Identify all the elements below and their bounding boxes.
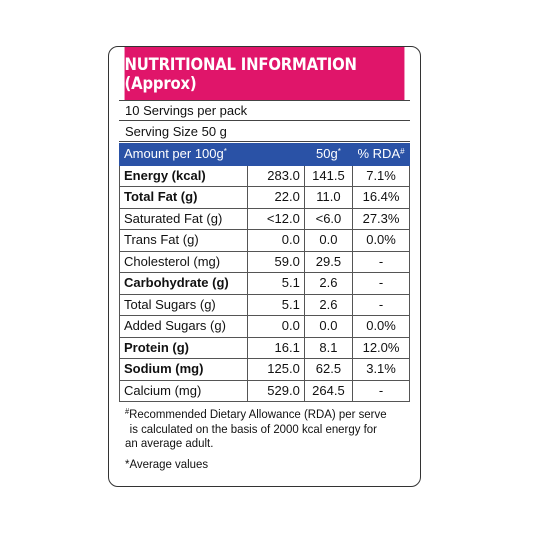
value-per-100g: 59.0: [246, 250, 305, 273]
nutrient-name: Energy (kcal): [119, 164, 248, 187]
table-row: Energy (kcal) 283.0 141.5 7.1%: [119, 164, 410, 187]
value-per-50g: 11.0: [303, 186, 354, 209]
value-per-100g: 0.0: [246, 229, 305, 252]
value-rda: -: [352, 250, 410, 273]
nutrient-name: Cholesterol (mg): [119, 250, 248, 273]
value-rda: -: [352, 272, 410, 295]
nutrient-name: Carbohydrate (g): [119, 272, 248, 295]
rda-footnote: #Recommended Dietary Allowance (RDA) per…: [125, 407, 395, 451]
table-row: Total Fat (g) 22.0 11.0 16.4%: [119, 186, 410, 209]
value-per-50g: 2.6: [303, 293, 354, 316]
nutrient-name: Trans Fat (g): [119, 229, 248, 252]
value-rda: -: [352, 293, 410, 316]
header-50g: 50g*: [303, 143, 354, 166]
nutrition-table: Amount per 100g* 50g* % RDA# Energy (kca…: [119, 143, 410, 402]
footnote-line-2: is calculated on the basis of 2000 kcal …: [129, 421, 377, 436]
value-rda: -: [352, 379, 410, 402]
value-per-100g: 529.0: [246, 379, 305, 402]
table-row: Trans Fat (g) 0.0 0.0 0.0%: [119, 229, 410, 252]
table-row: Total Sugars (g) 5.1 2.6 -: [119, 293, 410, 316]
value-per-50g: 141.5: [303, 164, 354, 187]
average-values-note: *Average values: [125, 457, 209, 471]
value-rda: 12.0%: [352, 336, 410, 359]
nutrient-name: Calcium (mg): [119, 379, 248, 402]
value-per-50g: <6.0: [303, 207, 354, 230]
value-per-50g: 8.1: [303, 336, 354, 359]
footnote-line-1: #Recommended Dietary Allowance (RDA) per…: [125, 407, 387, 421]
table-row: Cholesterol (mg) 59.0 29.5 -: [119, 250, 410, 273]
value-rda: 0.0%: [352, 315, 410, 338]
value-per-50g: 2.6: [303, 272, 354, 295]
value-per-50g: 0.0: [303, 229, 354, 252]
table-row: Protein (g) 16.1 8.1 12.0%: [119, 336, 410, 359]
nutrient-name: Added Sugars (g): [119, 315, 248, 338]
value-per-50g: 29.5: [303, 250, 354, 273]
table-header-row: Amount per 100g* 50g* % RDA#: [119, 143, 410, 166]
header-amount-per-100g: Amount per 100g*: [119, 143, 305, 166]
value-rda: 27.3%: [352, 207, 410, 230]
value-per-100g: 0.0: [246, 315, 305, 338]
table-row: Calcium (mg) 529.0 264.5 -: [119, 379, 410, 402]
footnote-line-3: an average adult.: [125, 436, 214, 450]
value-per-100g: 22.0: [246, 186, 305, 209]
value-per-100g: 5.1: [246, 293, 305, 316]
nutrient-name: Total Fat (g): [119, 186, 248, 209]
serving-size: Serving Size 50 g: [119, 121, 410, 142]
servings-per-pack: 10 Servings per pack: [119, 100, 410, 121]
value-per-100g: 125.0: [246, 358, 305, 381]
nutrient-name: Total Sugars (g): [119, 293, 248, 316]
table-row: Saturated Fat (g) <12.0 <6.0 27.3%: [119, 207, 410, 230]
value-rda: 3.1%: [352, 358, 410, 381]
nutrient-name: Sodium (mg): [119, 358, 248, 381]
value-per-100g: 283.0: [246, 164, 305, 187]
value-per-100g: 5.1: [246, 272, 305, 295]
value-rda: 0.0%: [352, 229, 410, 252]
table-row: Carbohydrate (g) 5.1 2.6 -: [119, 272, 410, 295]
table-row: Sodium (mg) 125.0 62.5 3.1%: [119, 358, 410, 381]
nutrient-name: Saturated Fat (g): [119, 207, 248, 230]
table-row: Added Sugars (g) 0.0 0.0 0.0%: [119, 315, 410, 338]
value-per-50g: 0.0: [303, 315, 354, 338]
header-rda: % RDA#: [352, 143, 410, 166]
label-title: NUTRITIONAL INFORMATION (Approx): [124, 47, 405, 100]
nutrient-name: Protein (g): [119, 336, 248, 359]
value-per-100g: 16.1: [246, 336, 305, 359]
value-per-50g: 62.5: [303, 358, 354, 381]
value-rda: 7.1%: [352, 164, 410, 187]
value-rda: 16.4%: [352, 186, 410, 209]
value-per-50g: 264.5: [303, 379, 354, 402]
nutrition-label: NUTRITIONAL INFORMATION (Approx) 10 Serv…: [108, 46, 421, 487]
value-per-100g: <12.0: [246, 207, 305, 230]
